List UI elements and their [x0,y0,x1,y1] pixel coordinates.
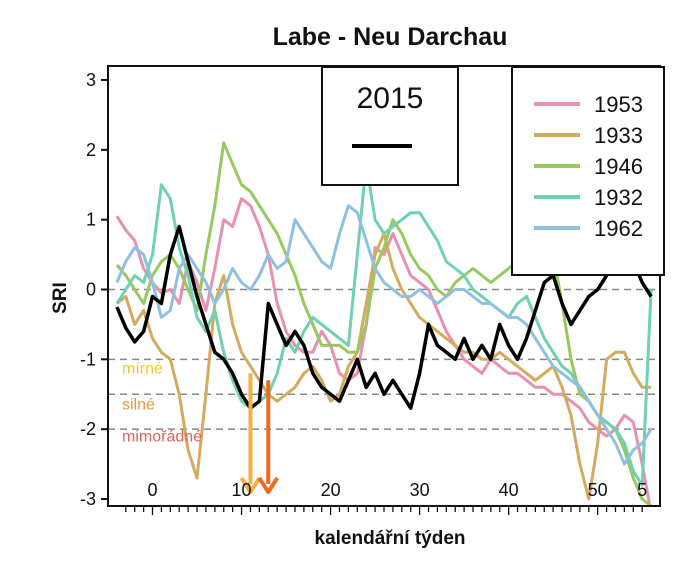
legend-box [511,66,665,276]
x-tick-label: 5 [637,480,647,500]
x-tick-label: 20 [321,480,341,500]
band-label: mírné [122,360,163,377]
series-line-2015 [115,224,653,410]
band-label: silné [122,397,155,414]
legend-label-1962: 1962 [594,216,643,241]
x-tick-label: 50 [588,480,608,500]
legend-label-1932: 1932 [594,185,643,210]
y-tick-label: -3 [80,489,96,509]
x-tick-label: 0 [148,480,158,500]
y-axis-label: SRI [50,282,71,314]
series-line-1932 [115,162,653,487]
threshold-arrow-head [257,476,279,494]
highlight-legend: 2015 [321,66,459,186]
y-tick-label: 2 [86,140,96,160]
series-line-1962 [115,204,653,466]
y-tick-label: 0 [86,279,96,299]
x-tick-label: 30 [410,480,430,500]
band-label: mimořádné [122,429,202,446]
y-tick-label: -1 [80,349,96,369]
legend-label-1946: 1946 [594,154,643,179]
threshold-arrow-head [239,476,262,494]
band-labels: mírné silné mimořádné [122,360,202,445]
x-tick-label: 10 [232,480,252,500]
x-axis: 0 10 20 30 40 50 5 [148,480,648,500]
series-line-1953 [115,197,652,506]
chart-title: Labe - Neu Darchau [273,23,508,51]
y-tick-label: 1 [86,210,96,230]
legend-label-1953: 1953 [594,92,643,117]
y-axis: -3 -2 -1 0 1 2 3 [80,70,108,509]
x-tick-label: 40 [499,480,519,500]
y-tick-label: 3 [86,70,96,90]
legend-label-1933: 1933 [594,123,643,148]
threshold-arrows [239,373,279,494]
series-layer [115,141,653,506]
y-tick-label: -2 [80,419,96,439]
legend: 1953 1933 1946 1932 1962 [511,66,665,276]
reference-lines [108,288,660,430]
x-axis-label: kalendářní týden [315,528,466,549]
highlight-legend-box [321,66,459,186]
highlight-legend-label: 2015 [357,82,424,115]
x-minor-ticks [125,506,643,515]
